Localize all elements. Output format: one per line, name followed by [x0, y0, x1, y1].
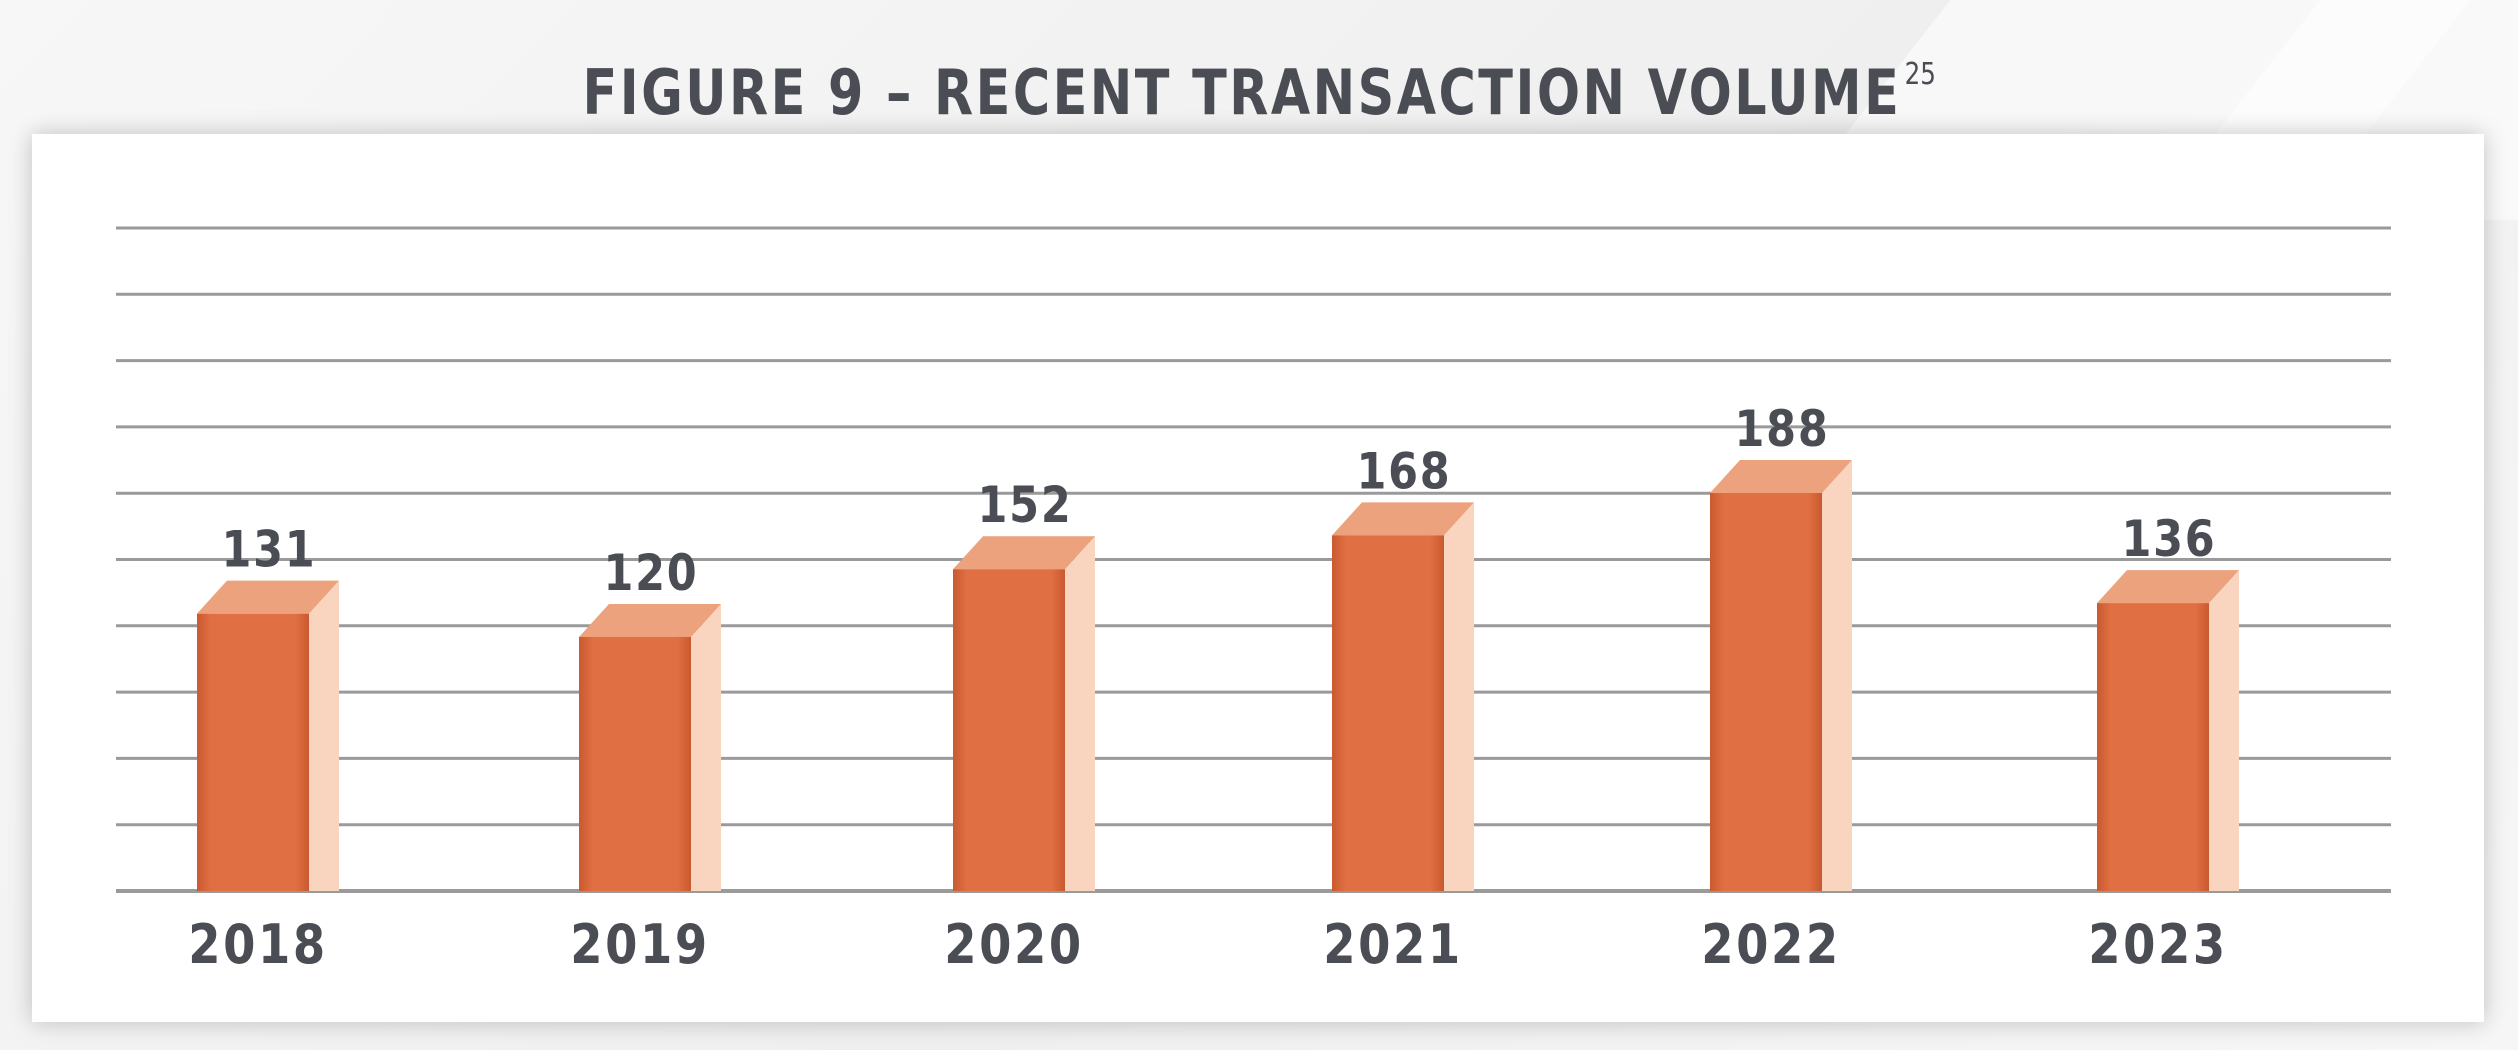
x-tick-label-2018: 2018 — [188, 913, 328, 976]
bar-2019 — [579, 636, 691, 891]
data-label-2020: 152 — [978, 476, 1073, 534]
title-row: FIGURE 9 – RECENT TRANSACTION VOLUME 25 — [0, 20, 2518, 130]
data-label-2023: 136 — [2122, 510, 2217, 568]
bar-side-2019 — [691, 603, 721, 891]
bar-top-2023 — [2097, 570, 2239, 604]
bar-top-2018 — [197, 580, 339, 614]
bar-chart: 131 2018 120 2019 152 2020 168 2021 188 2022 136 20… — [116, 226, 2391, 976]
bar-2020 — [953, 569, 1065, 891]
gridlines — [116, 226, 2391, 893]
bar-top-2022 — [1710, 460, 1852, 494]
chart-title: FIGURE 9 – RECENT TRANSACTION VOLUME 25 — [582, 20, 1935, 148]
bar-side-2022 — [1822, 460, 1852, 891]
bar-2023 — [2097, 603, 2209, 891]
bar-top-2021 — [1332, 502, 1474, 536]
x-tick-label-2023: 2023 — [2088, 913, 2228, 976]
chart-panel: 131 2018 120 2019 152 2020 168 2021 188 2022 136 20… — [32, 134, 2484, 1022]
x-tick-label-2021: 2021 — [1323, 913, 1463, 976]
bar-side-2020 — [1065, 536, 1095, 891]
data-label-2018: 131 — [222, 521, 317, 579]
data-label-2022: 188 — [1735, 400, 1830, 458]
bar-2021 — [1332, 535, 1444, 891]
footnote-marker: 25 — [1904, 57, 1936, 92]
bar-side-2021 — [1444, 502, 1474, 891]
x-tick-label-2022: 2022 — [1701, 913, 1841, 976]
chart-title-text: FIGURE 9 – RECENT TRANSACTION VOLUME — [582, 56, 1902, 129]
bar-top-2020 — [953, 536, 1095, 570]
bars — [197, 460, 2239, 891]
x-tick-label-2020: 2020 — [944, 913, 1084, 976]
bar-2022 — [1710, 493, 1822, 891]
bar-side-2018 — [309, 580, 339, 891]
bar-top-2019 — [579, 603, 721, 637]
bar-2018 — [197, 613, 309, 891]
labels: 131 2018 120 2019 152 2020 168 2021 188 2022 136 20… — [188, 400, 2228, 976]
bar-side-2023 — [2209, 570, 2239, 891]
data-label-2021: 168 — [1357, 442, 1452, 500]
x-tick-label-2019: 2019 — [570, 913, 710, 976]
data-label-2019: 120 — [604, 544, 699, 602]
